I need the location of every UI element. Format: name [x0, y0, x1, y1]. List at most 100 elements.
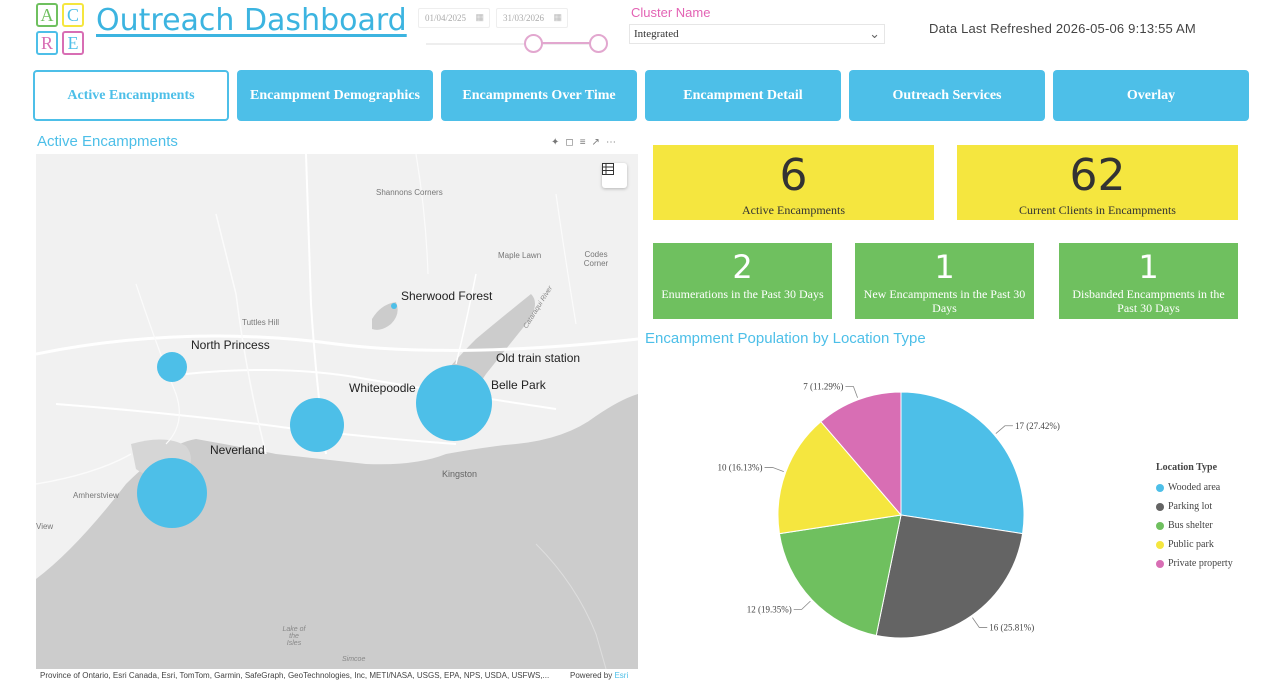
logo-tile-r: R: [36, 31, 58, 55]
kpi-card-current-clients: 62 Current Clients in Encampments: [957, 145, 1238, 220]
pie-leader-line: [972, 617, 988, 628]
kpi-value: 62: [1069, 150, 1126, 201]
legend-item-public-park[interactable]: Public park: [1156, 535, 1233, 554]
cluster-filter-label: Cluster Name: [631, 5, 711, 20]
map-label-maple-lawn: Maple Lawn: [498, 251, 542, 260]
map-label-north-princess: North Princess: [191, 338, 270, 352]
pie-leader-line: [793, 600, 811, 610]
start-date-input[interactable]: 01/04/2025 ▦: [418, 8, 490, 28]
kpi-label: Current Clients in Encampments: [1019, 203, 1176, 217]
map-label-kingston: Kingston: [442, 469, 478, 479]
legend-dot: [1156, 483, 1164, 492]
legend-dot: [1156, 521, 1164, 530]
cluster-dropdown[interactable]: Integrated ⌄: [629, 24, 885, 44]
powered-by-prefix: Powered by: [570, 671, 615, 680]
pin-icon[interactable]: ✦: [551, 137, 560, 148]
pie-slice-public-park[interactable]: [777, 420, 902, 535]
calendar-icon[interactable]: ▦: [553, 12, 562, 22]
legend-dot: [1156, 559, 1164, 568]
focus-mode-icon[interactable]: ↗: [591, 137, 600, 148]
map-label-whitepoodle: Whitepoodle: [349, 381, 416, 395]
pie-data-label: 12 (19.35%): [747, 604, 792, 614]
pie-data-label: 16 (25.81%): [989, 622, 1034, 632]
legend-dot: [1156, 540, 1164, 549]
legend-item-bus-shelter[interactable]: Bus shelter: [1156, 516, 1233, 535]
cluster-dropdown-value: Integrated: [634, 28, 679, 40]
legend-title: Location Type: [1156, 462, 1218, 473]
legend-dot: [1156, 502, 1164, 511]
kpi-value: 1: [1138, 248, 1159, 286]
map-powered-by: Powered by Esri: [570, 671, 628, 680]
tab-active-encampments[interactable]: Active Encampments: [33, 70, 229, 121]
map-label-simcoe: Simcoe: [342, 656, 366, 663]
legend-item-wooded-area[interactable]: Wooded area: [1156, 478, 1233, 497]
encampment-map[interactable]: Shannons Corners Maple Lawn Codes Corner…: [36, 154, 638, 669]
pie-leader-line: [845, 386, 858, 398]
filter-icon[interactable]: ≡: [579, 137, 586, 148]
data-refreshed-timestamp: Data Last Refreshed 2026-05-06 9:13:55 A…: [929, 21, 1196, 36]
kpi-label: Disbanded Encampments in the Past 30 Day…: [1072, 287, 1225, 315]
pie-slice-private-property[interactable]: [820, 391, 902, 517]
kpi-label: Enumerations in the Past 30 Days: [661, 287, 824, 301]
map-title: Active Encampments: [37, 133, 178, 150]
legend-item-private-property[interactable]: Private property: [1156, 554, 1233, 573]
tab-encampment-demographics[interactable]: Encampment Demographics: [237, 70, 433, 121]
page-title[interactable]: Outreach Dashboard: [96, 3, 407, 38]
table-icon: [602, 163, 614, 175]
end-date-input[interactable]: 31/03/2026 ▦: [496, 8, 568, 28]
kpi-card-new-encampments: 1 New Encampments in the Past 30 Days: [855, 243, 1034, 319]
chevron-down-icon[interactable]: ⌄: [869, 26, 880, 41]
logo-tile-c: C: [62, 3, 84, 27]
location-type-pie-chart[interactable]: 17 (27.42%) 16 (25.81%) 12 (19.35%) 10 (16.…: [645, 355, 1265, 675]
kpi-value: 6: [779, 150, 808, 201]
tab-encampments-over-time[interactable]: Encampments Over Time: [441, 70, 637, 121]
legend-item-parking-lot[interactable]: Parking lot: [1156, 497, 1233, 516]
kpi-value: 2: [732, 248, 753, 286]
kpi-card-active-encampments: 6 Active Encampments: [653, 145, 934, 220]
pie-slice-bus-shelter[interactable]: [778, 514, 902, 637]
map-label-sherwood-forest: Sherwood Forest: [401, 289, 493, 303]
acre-logo: A C R E: [36, 3, 86, 57]
pie-chart-title: Encampment Population by Location Type: [645, 330, 926, 347]
map-label-tuttles-hill: Tuttles Hill: [242, 318, 280, 327]
visual-header-icons: ✦ ◻ ≡ ↗ ⋯: [551, 137, 616, 148]
map-attribution: Province of Ontario, Esri Canada, Esri, …: [40, 671, 550, 680]
map-label-belle-park: Belle Park: [491, 378, 546, 392]
tab-overlay[interactable]: Overlay: [1053, 70, 1249, 121]
date-slider-end-handle[interactable]: [589, 34, 608, 53]
start-date-value: 01/04/2025: [425, 13, 467, 23]
map-label-view: View: [36, 522, 54, 531]
kpi-card-enumerations: 2 Enumerations in the Past 30 Days: [653, 243, 832, 319]
legend-label: Bus shelter: [1168, 520, 1213, 531]
pie-legend: Location Type Wooded area Parking lot Bu…: [1156, 462, 1233, 573]
pie-data-label: 17 (27.42%): [1015, 421, 1060, 431]
map-label-codes-corner: Codes Corner: [583, 250, 609, 268]
map-basemap: [36, 154, 638, 669]
end-date-value: 31/03/2026: [503, 13, 545, 23]
map-label-old-train-station: Old train station: [496, 351, 581, 365]
date-slider-track[interactable]: [426, 43, 606, 45]
pie-data-label: 7 (11.29%): [803, 382, 843, 392]
kpi-label: Active Encampments: [742, 203, 845, 217]
table-view-button[interactable]: [602, 163, 627, 188]
legend-label: Private property: [1168, 558, 1233, 569]
pie-leader-line: [764, 467, 784, 472]
date-slider-start-handle[interactable]: [524, 34, 543, 53]
logo-tile-a: A: [36, 3, 58, 27]
kpi-card-disbanded-encampments: 1 Disbanded Encampments in the Past 30 D…: [1059, 243, 1238, 319]
legend-label: Public park: [1168, 539, 1214, 550]
calendar-icon[interactable]: ▦: [475, 12, 484, 22]
legend-label: Wooded area: [1168, 482, 1221, 493]
copy-icon[interactable]: ◻: [565, 137, 574, 148]
tab-encampment-detail[interactable]: Encampment Detail: [645, 70, 841, 121]
logo-tile-e: E: [62, 31, 84, 55]
more-options-icon[interactable]: ⋯: [605, 137, 616, 148]
kpi-label: New Encampments in the Past 30 Days: [863, 287, 1026, 315]
map-label-lake-of-the-isles: Lake of the Isles: [282, 626, 306, 647]
pie-data-label: 10 (16.13%): [718, 462, 763, 472]
esri-link[interactable]: Esri: [614, 671, 629, 680]
pie-slice-wooded-area[interactable]: [900, 391, 1025, 535]
pie-slice-parking-lot[interactable]: [875, 514, 1024, 639]
tab-outreach-services[interactable]: Outreach Services: [849, 70, 1045, 121]
map-label-shannons-corners: Shannons Corners: [376, 188, 443, 197]
